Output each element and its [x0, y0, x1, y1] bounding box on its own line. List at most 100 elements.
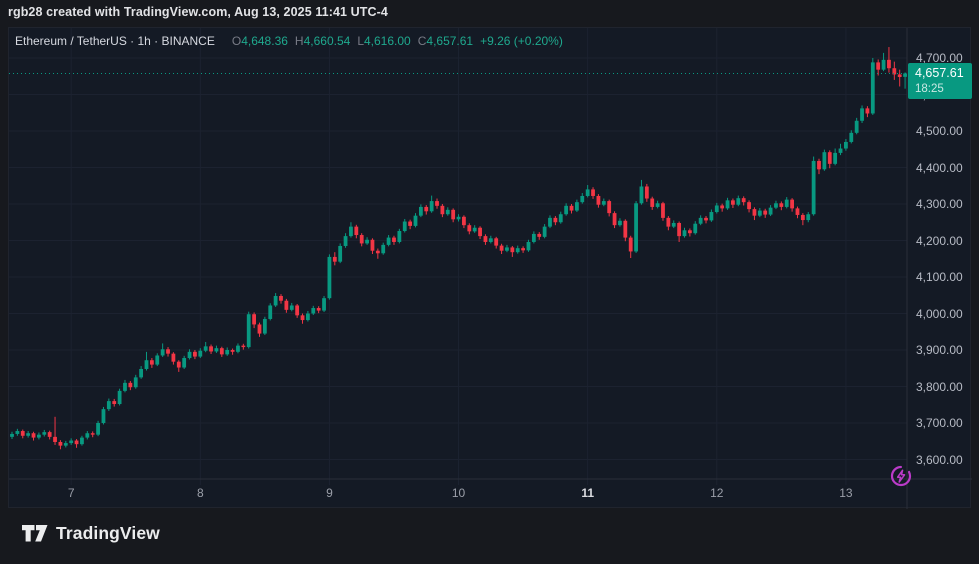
candle-body: [671, 222, 676, 227]
candle-body: [575, 202, 579, 211]
candle-body: [429, 201, 434, 212]
candle-body: [526, 241, 531, 251]
candle-body: [650, 198, 655, 207]
candle-body: [63, 443, 68, 446]
ohlc-close-label: C: [417, 34, 427, 48]
candle-body: [106, 401, 111, 410]
candle-body: [768, 207, 773, 215]
candle-body: [887, 59, 891, 69]
candle-body: [876, 62, 881, 70]
candle-body: [424, 206, 429, 212]
price-chart-canvas[interactable]: [9, 28, 972, 509]
candle-body: [225, 350, 230, 355]
candle-body: [133, 377, 138, 388]
candle-body: [618, 220, 622, 226]
price-axis[interactable]: 4,700.004,600.004,500.004,400.004,300.00…: [906, 28, 970, 509]
candle-body: [601, 201, 606, 205]
candle-body: [591, 189, 595, 196]
candle-body: [639, 186, 644, 204]
attribution-text: rgb28 created with TradingView.com, Aug …: [8, 5, 388, 19]
last-price-value: 4,657.61: [915, 66, 964, 81]
candle-body: [338, 245, 343, 262]
candle-body: [128, 382, 133, 388]
candle-body: [472, 227, 477, 232]
candle-body: [20, 431, 25, 436]
candle-body: [897, 74, 902, 77]
tradingview-logo[interactable]: TradingView: [22, 523, 160, 544]
candle-body: [203, 346, 208, 351]
candle-body: [289, 305, 294, 310]
symbol-legend[interactable]: Ethereum / TetherUS · 1h · BINANCE O4,648…: [15, 34, 563, 48]
time-tick-label: 11: [581, 486, 594, 500]
tradingview-icon: [22, 525, 48, 542]
ohlc-low-label: L: [357, 34, 364, 48]
candle-body: [47, 432, 52, 437]
candle-body: [741, 198, 746, 203]
candle-body: [359, 235, 364, 244]
candle-body: [53, 436, 57, 442]
tradingview-brand-text: TradingView: [56, 523, 160, 543]
candle-body: [451, 209, 456, 220]
candle-body: [26, 433, 31, 436]
candle-body: [682, 230, 687, 237]
candle-body: [370, 239, 375, 251]
candle-body: [795, 208, 800, 215]
candle-body: [37, 434, 41, 438]
time-tick-label: 7: [67, 486, 75, 500]
candle-body: [316, 308, 321, 311]
candle-body: [193, 351, 197, 357]
candle-body: [90, 433, 95, 435]
change-value: +9.26 (+0.20%): [480, 34, 563, 48]
candle-body: [817, 160, 821, 170]
candle-body: [806, 214, 811, 221]
candle-body: [69, 440, 74, 444]
price-tick-label: 4,000.00: [916, 306, 963, 321]
candle-body: [306, 313, 310, 321]
ohlc-open-value: 4,648.36: [241, 34, 288, 48]
candle-body: [784, 199, 789, 207]
candle-body: [833, 152, 838, 164]
candle-body: [10, 433, 14, 437]
candle-body: [456, 216, 461, 220]
candle-body: [849, 132, 854, 142]
candle-body: [596, 195, 601, 205]
candle-body: [537, 233, 542, 237]
candle-body: [273, 295, 278, 306]
candle-body: [252, 314, 256, 325]
candle-body: [230, 350, 235, 352]
candle-body: [865, 108, 870, 114]
candle-body: [698, 217, 703, 224]
candle-body: [413, 215, 418, 226]
candle-body: [494, 238, 499, 246]
time-axis[interactable]: 7 8 9 10 11 12 13: [9, 479, 907, 509]
price-tick-label: 4,200.00: [916, 233, 963, 248]
candle-body: [607, 201, 612, 214]
price-tick-label: 4,300.00: [916, 197, 963, 211]
candle-body: [774, 203, 778, 208]
candle-body: [418, 206, 423, 216]
candle-body: [241, 345, 246, 348]
candle-body: [720, 205, 725, 209]
candle-body: [74, 440, 79, 445]
candle-body: [149, 360, 154, 365]
candle-body: [628, 237, 633, 252]
candle-body: [488, 238, 493, 242]
ohlc-high-label: H: [294, 34, 304, 48]
candle-body: [392, 237, 396, 242]
price-tick-label: 3,800.00: [916, 379, 963, 394]
candle-body: [881, 59, 886, 70]
candlestick-series: [10, 47, 907, 450]
candle-body: [623, 220, 628, 238]
candle-body: [838, 148, 843, 153]
lightning-icon: [888, 463, 914, 494]
price-tick-label: 4,100.00: [916, 270, 963, 284]
candle-body: [510, 247, 515, 253]
price-tick-label: 3,600.00: [916, 452, 963, 467]
candle-body: [779, 203, 784, 207]
candle-body: [15, 431, 20, 434]
candle-body: [349, 226, 353, 237]
symbol-title[interactable]: Ethereum / TetherUS · 1h · BINANCE: [15, 34, 215, 48]
candle-body: [677, 222, 682, 237]
candle-body: [644, 186, 649, 199]
time-tick-label: 8: [196, 486, 204, 500]
